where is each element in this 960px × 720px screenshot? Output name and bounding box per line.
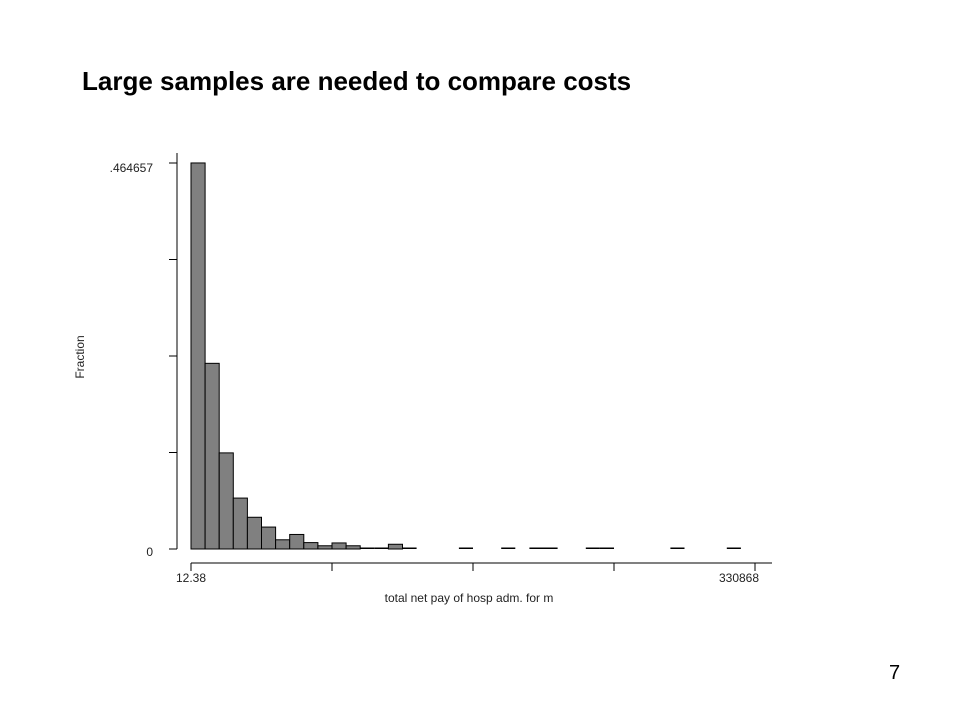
histogram-bar-10: [331, 542, 347, 550]
slide-title: Large samples are needed to compare cost…: [82, 66, 632, 96]
y-axis-title: Fraction: [73, 335, 87, 378]
x-tick-label-min: 12.38: [176, 571, 206, 585]
histogram-bar-8: [303, 542, 319, 550]
histogram-bar-22: [501, 547, 516, 549]
x-axis-title: total net pay of hosp adm. for m: [385, 591, 554, 605]
histogram-bar-25: [543, 547, 558, 549]
histogram-bar-9: [317, 545, 333, 550]
histogram-bar-15: [402, 547, 417, 549]
histogram-bar-4: [246, 516, 262, 550]
histogram-bar-5: [261, 526, 277, 550]
histogram-bar-3: [232, 497, 248, 550]
histogram-bar-6: [275, 539, 291, 550]
histogram-bar-7: [289, 533, 305, 550]
histogram-bar-24: [529, 547, 544, 549]
histogram-bar-12: [360, 547, 375, 549]
histogram-bar-2: [218, 452, 234, 550]
histogram-bar-38: [726, 547, 741, 549]
histogram-bar-28: [585, 547, 600, 549]
y-tick-label-min: 0: [146, 545, 153, 559]
histogram-bar-11: [345, 545, 361, 550]
histogram-bar-14: [387, 543, 403, 550]
y-tick-label-max: .464657: [110, 161, 154, 175]
histogram-bar-19: [458, 547, 473, 549]
histogram-bar-1: [204, 362, 220, 550]
x-tick-label-max: 330868: [719, 571, 759, 585]
histogram-bar-29: [599, 547, 614, 549]
histogram-bar-34: [670, 547, 685, 549]
histogram-bar-13: [374, 547, 389, 549]
slide-number: 7: [889, 662, 901, 684]
histogram-bar-0: [190, 162, 206, 550]
